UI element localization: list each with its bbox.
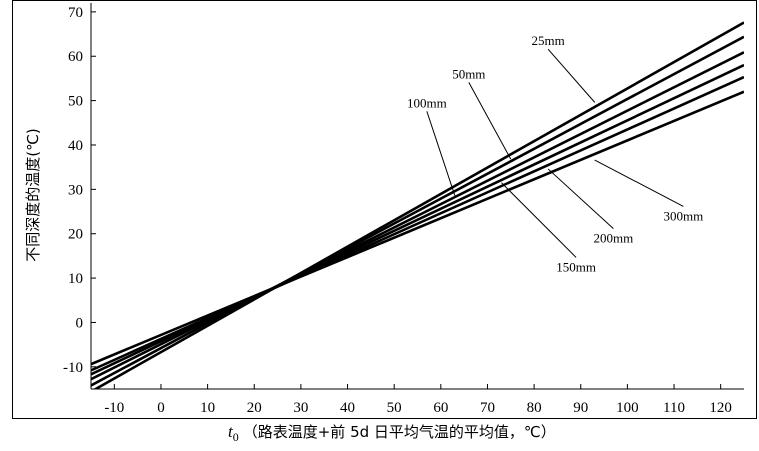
svg-text:t0（路表温度+前 5d 日平均气温的平均值，℃）: t0 （路表温度+前 5d 日平均气温的平均值，℃） <box>228 422 556 444</box>
x-tick-label: 90 <box>573 400 588 416</box>
x-tick-label: 30 <box>293 400 308 416</box>
leader-line-100mm <box>426 111 456 196</box>
x-tick-label: 110 <box>663 400 685 416</box>
outer-frame <box>12 0 757 419</box>
series-line-200mm <box>91 75 744 372</box>
axis-ticks: -10 0 10 20 30 40 50 60 70 80 90 100 110 120 -10 0 10 20 3… <box>63 5 732 416</box>
series-label-300mm: 300mm <box>663 208 703 223</box>
x-tick-label: 100 <box>616 400 639 416</box>
x-axis-title-symbol: t <box>228 422 234 441</box>
series-label-25mm: 25mm <box>531 33 564 48</box>
x-tick-label: 0 <box>157 400 165 416</box>
x-tick-label: 50 <box>387 400 402 416</box>
y-tick-label: 50 <box>68 94 83 110</box>
series-line-300mm <box>91 90 744 366</box>
x-tick-label: 20 <box>247 400 262 416</box>
series-label-100mm: 100mm <box>407 95 447 110</box>
y-tick-label: 30 <box>68 182 83 198</box>
y-tick-label: 40 <box>68 138 83 154</box>
x-axis-title: t0 （路表温度+前 5d 日平均气温的平均值，℃） <box>228 422 556 444</box>
x-tick-label: 60 <box>433 400 448 416</box>
series-label-200mm: 200mm <box>594 231 634 246</box>
y-tick-label: -10 <box>63 360 83 376</box>
x-axis-title-subscript: 0 <box>233 430 239 444</box>
x-tick-label: 80 <box>527 400 542 416</box>
series-annotations: 25mm 50mm 100mm 150mm 200mm 300mm <box>407 33 703 274</box>
y-tick-label: 60 <box>68 49 83 65</box>
series-line-50mm <box>91 35 744 387</box>
x-tick-label: 10 <box>200 400 215 416</box>
series-line-150mm <box>91 63 744 376</box>
leader-line-50mm <box>468 82 512 160</box>
leader-line-200mm <box>547 168 614 229</box>
y-tick-label: 0 <box>76 315 84 331</box>
x-tick-label: 120 <box>709 400 732 416</box>
x-tick-label: -10 <box>104 400 124 416</box>
series-lines <box>91 21 744 389</box>
x-axis-title-text: （路表温度+前 5d 日平均气温的平均值，℃） <box>243 423 556 441</box>
x-tick-label: 40 <box>340 400 355 416</box>
leader-line-150mm <box>501 182 577 258</box>
y-tick-label: 70 <box>68 5 83 21</box>
y-tick-label: 20 <box>68 227 83 243</box>
series-label-50mm: 50mm <box>452 66 485 81</box>
series-line-25mm <box>93 21 744 389</box>
series-label-150mm: 150mm <box>556 259 596 274</box>
leader-line-25mm <box>547 48 596 103</box>
x-tick-label: 70 <box>480 400 495 416</box>
y-tick-label: 10 <box>68 271 83 287</box>
series-line-100mm <box>91 51 744 381</box>
leader-line-300mm <box>594 159 684 207</box>
y-axis-title: 不同深度的温度(℃) <box>24 128 42 262</box>
